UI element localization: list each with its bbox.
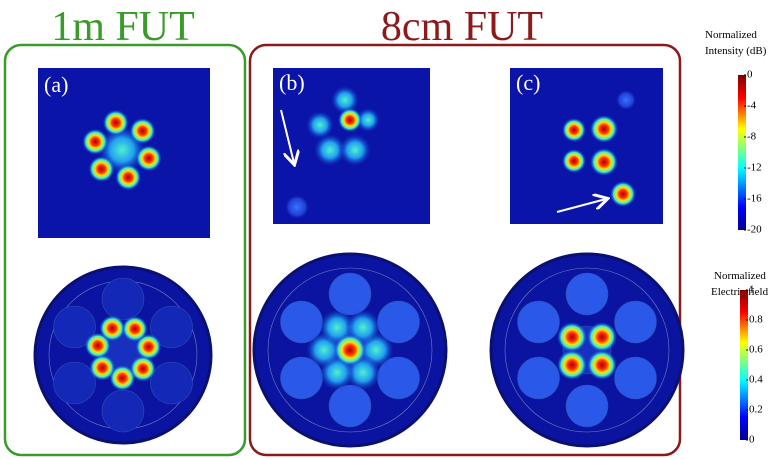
tick-label: -12	[747, 162, 762, 174]
intensity-spot	[339, 134, 371, 166]
tick-label: -16	[747, 193, 762, 205]
intensity-spot	[557, 350, 587, 380]
core	[565, 272, 609, 316]
tick-label: 1	[749, 284, 755, 296]
core	[53, 305, 96, 349]
intensity-spot	[84, 332, 111, 359]
intensity-spot	[82, 128, 109, 155]
colorbar-title: Intensity (dB)	[705, 45, 767, 57]
intensity-spot	[129, 355, 156, 382]
intensity-spot	[590, 148, 618, 176]
tick-label: 0	[749, 434, 755, 446]
intensity-spot	[557, 322, 587, 352]
colorbar-title: Electric field	[711, 286, 769, 298]
group-box	[248, 43, 682, 457]
intensity-spot	[285, 195, 309, 219]
core	[517, 356, 560, 400]
core	[328, 384, 372, 428]
panel-label: (c)	[516, 70, 540, 95]
intensity-spot	[334, 334, 366, 366]
group-box	[3, 43, 247, 457]
intensity-spot	[306, 111, 334, 139]
intensity-spot	[121, 315, 148, 342]
core	[101, 277, 145, 321]
intensity-spot	[610, 181, 636, 207]
intensity-spot	[89, 354, 116, 381]
intensity-spot	[88, 156, 115, 183]
core	[101, 389, 145, 433]
intensity-image	[510, 68, 663, 224]
panel-label: (a)	[44, 72, 68, 97]
intensity-spot	[129, 117, 156, 144]
intensity-spot	[338, 108, 362, 132]
intensity-spot	[587, 350, 617, 380]
intensity-spot	[109, 364, 136, 391]
core	[150, 305, 193, 349]
intensity-spot	[562, 118, 586, 142]
intensity-spot	[99, 315, 126, 342]
tick-label: 0.6	[749, 344, 763, 356]
core	[614, 356, 657, 400]
tick-label: 0.8	[749, 314, 763, 326]
core	[53, 361, 96, 405]
intensity-spot	[115, 164, 142, 191]
intensity-spot	[356, 108, 380, 132]
intensity-spot	[590, 115, 618, 143]
colorbar-title: Normalized	[705, 29, 757, 41]
cladding-ring	[504, 267, 670, 433]
intensity-spot	[562, 149, 586, 173]
group-title: 1m FUT	[51, 4, 195, 50]
intensity-spot	[314, 134, 346, 166]
arrow	[556, 199, 606, 213]
core	[614, 300, 657, 344]
core	[565, 384, 609, 428]
tick-label: -4	[747, 100, 757, 112]
tick-label: 0	[747, 69, 753, 81]
core	[517, 300, 560, 344]
colorbar-title: Normalized	[714, 270, 766, 282]
arrow	[280, 109, 294, 163]
intensity-spot	[587, 322, 617, 352]
core	[328, 272, 372, 316]
cladding-ring	[267, 267, 433, 433]
tick-label: -8	[747, 131, 757, 143]
tick-label: 0.2	[749, 404, 763, 416]
panel-label: (b)	[279, 70, 305, 95]
intensity-spot	[102, 109, 129, 136]
intensity-spot	[331, 86, 359, 114]
intensity-spot	[135, 333, 162, 360]
colorbar	[740, 290, 748, 440]
core	[150, 361, 193, 405]
group-title: 8cm FUT	[381, 4, 543, 50]
tick-label: -20	[747, 224, 762, 236]
colorbar	[738, 75, 746, 230]
tick-label: 0.4	[749, 374, 763, 386]
intensity-spot	[616, 90, 636, 110]
intensity-spot	[135, 145, 162, 172]
